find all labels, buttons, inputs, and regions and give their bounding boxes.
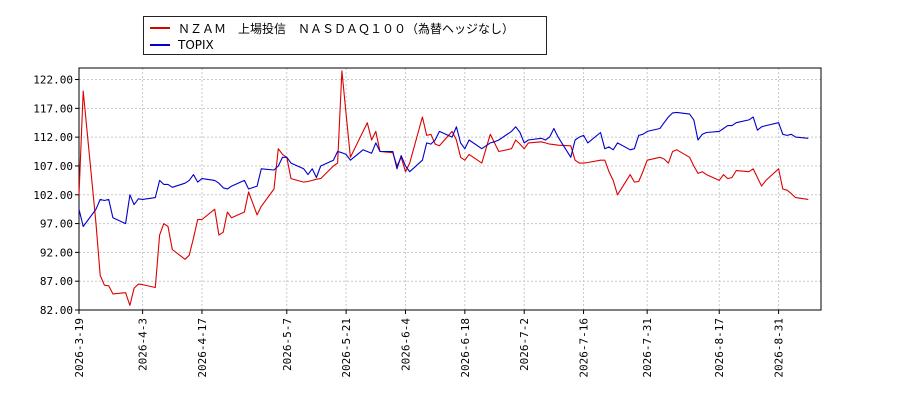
- series-line-topix: [78, 111, 809, 228]
- x-tick-label: 2026-8-31: [773, 318, 786, 378]
- y-tick-label: 92.00: [40, 246, 73, 259]
- x-tick-label: 2026-4-17: [196, 318, 209, 378]
- legend-label-nzam: ＮＺＡＭ 上場投信 ＮＡＳＤＡＱ１００（為替ヘッジなし）: [178, 21, 515, 36]
- legend-item-nzam: ＮＺＡＭ 上場投信 ＮＡＳＤＡＱ１００（為替ヘッジなし）: [150, 20, 514, 36]
- x-tick-label: 2026-7-16: [578, 318, 591, 378]
- y-tick-label: 82.00: [40, 304, 73, 317]
- y-tick-label: 112.00: [33, 131, 73, 144]
- x-tick-label: 2026-4-3: [137, 318, 150, 371]
- x-tick-label: 2026-7-31: [641, 318, 654, 378]
- y-tick-label: 117.00: [33, 102, 73, 115]
- y-tick-label: 107.00: [33, 160, 73, 173]
- legend-swatch-nzam: [150, 27, 170, 29]
- x-tick-label: 2026-5-21: [340, 318, 353, 378]
- series-line-nzam: [78, 70, 809, 306]
- x-tick-label: 2026-6-18: [459, 318, 472, 378]
- series-lines: [78, 70, 809, 306]
- legend-label-topix: TOPIX: [178, 38, 214, 52]
- legend-item-topix: TOPIX: [150, 37, 214, 53]
- y-tick-label: 102.00: [33, 189, 73, 202]
- y-axis: 82.00 87.00 92.00 97.00 102.00 107.00 112.00 11…: [33, 74, 79, 317]
- legend-swatch-topix: [150, 44, 170, 46]
- y-tick-label: 97.00: [40, 218, 73, 231]
- x-tick-label: 2026-6-4: [399, 318, 412, 371]
- y-tick-label: 122.00: [33, 74, 73, 87]
- x-tick-label: 2026-8-17: [713, 318, 726, 378]
- plot-frame: [78, 67, 822, 311]
- x-axis: 2026-3-19 2026-4-3 2026-4-17 2026-5-7 2026-5…: [73, 310, 786, 378]
- y-tick-label: 87.00: [40, 275, 73, 288]
- x-tick-label: 2026-7-2: [518, 318, 531, 371]
- x-tick-label: 2026-3-19: [73, 318, 86, 378]
- legend: ＮＺＡＭ 上場投信 ＮＡＳＤＡＱ１００（為替ヘッジなし） TOPIX: [143, 16, 547, 55]
- x-tick-label: 2026-5-7: [281, 318, 294, 371]
- grid-lines: [78, 68, 821, 311]
